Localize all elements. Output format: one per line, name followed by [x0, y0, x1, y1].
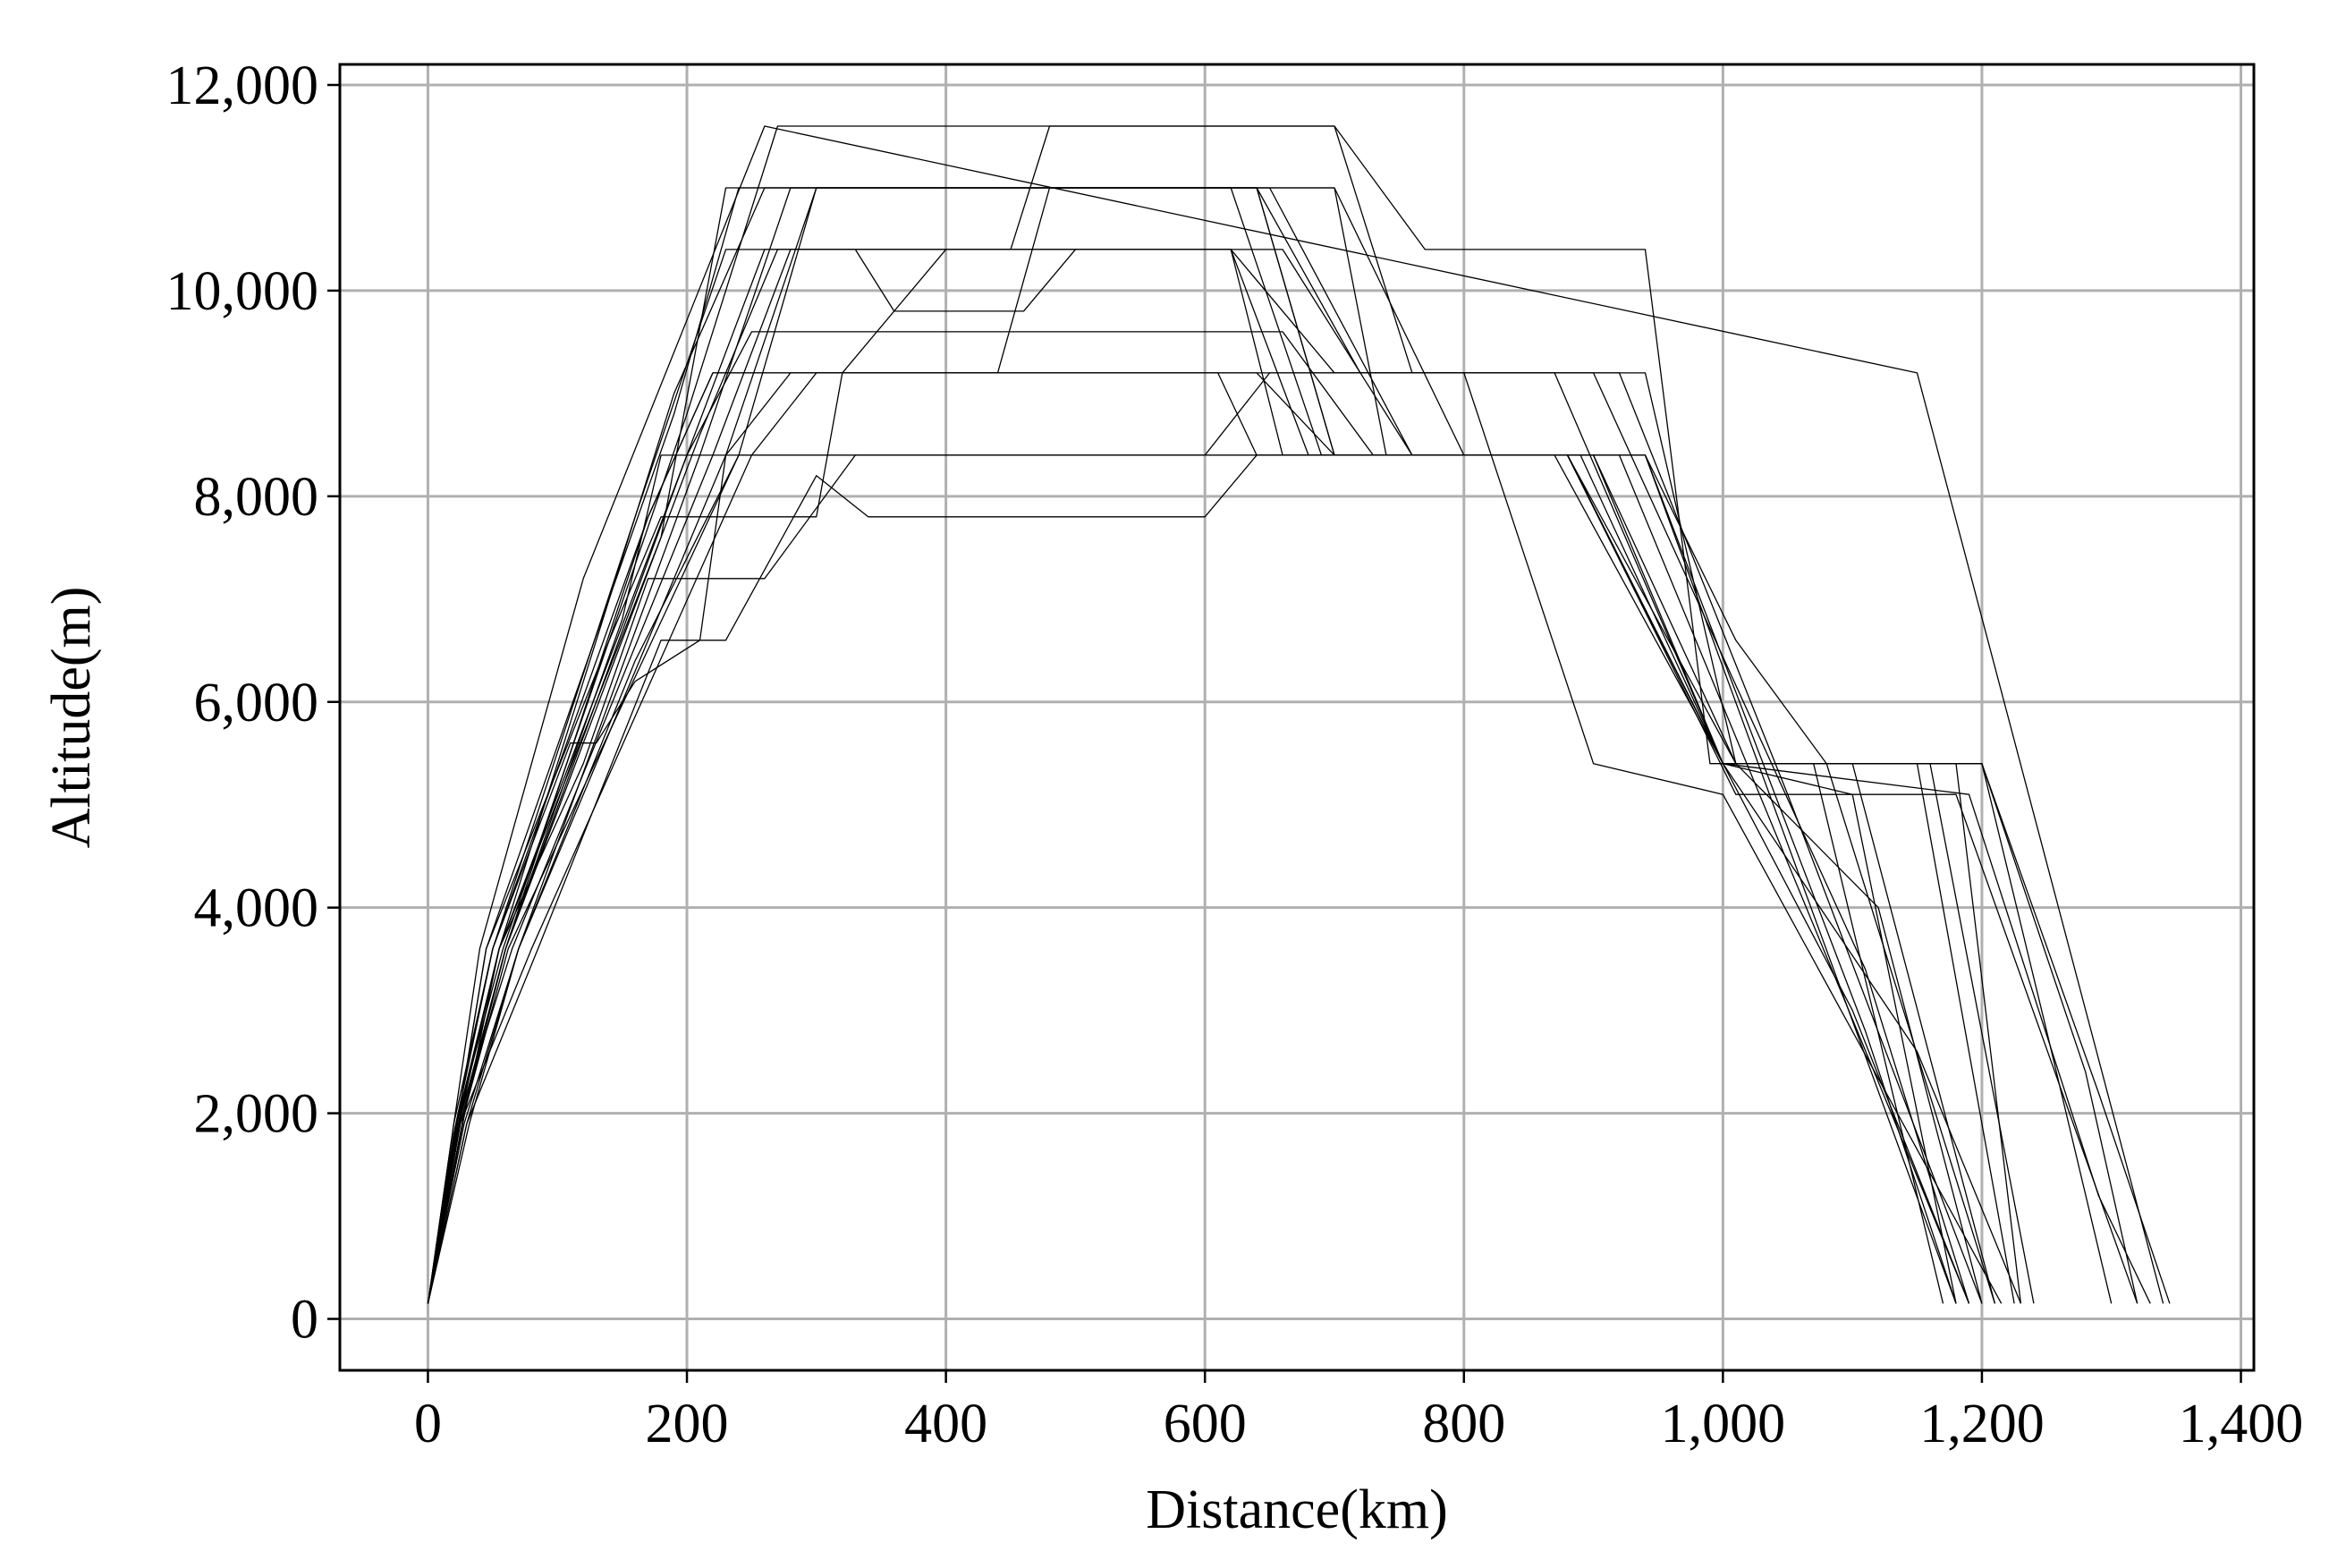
x-tick-label: 400	[904, 1394, 987, 1454]
y-axis-title: Altitude(m)	[41, 587, 102, 849]
x-tick-label: 1,400	[2179, 1394, 2304, 1454]
x-tick-label: 1,000	[1661, 1394, 1786, 1454]
y-tick-label: 2,000	[194, 1084, 319, 1145]
series-group	[427, 125, 2171, 1304]
y-tick-label: 6,000	[194, 673, 319, 733]
y-tick-label: 8,000	[194, 467, 319, 528]
trajectory-line	[427, 249, 2035, 1304]
x-tick-label: 200	[646, 1394, 729, 1454]
trajectory-line	[427, 454, 1970, 1304]
x-tick-label: 600	[1164, 1394, 1247, 1454]
axis-ticks: 0 200 400 600 800 1,000 1,200 1,400 0 2,000 4,000 6…	[166, 55, 2304, 1454]
grid	[340, 64, 2254, 1370]
y-tick-label: 4,000	[194, 878, 319, 939]
x-tick-label: 0	[414, 1394, 442, 1454]
trajectory-line	[427, 187, 2113, 1304]
trajectory-line	[427, 331, 1957, 1304]
y-tick-label: 10,000	[166, 261, 319, 322]
plot-frame	[338, 63, 2256, 1372]
trajectory-line	[427, 249, 2171, 1304]
x-axis-title: Distance(km)	[1146, 1479, 1447, 1540]
x-tick-label: 800	[1422, 1394, 1505, 1454]
y-tick-label: 0	[291, 1290, 318, 1351]
y-tick-label: 12,000	[166, 55, 319, 116]
x-tick-label: 1,200	[1919, 1394, 2045, 1454]
